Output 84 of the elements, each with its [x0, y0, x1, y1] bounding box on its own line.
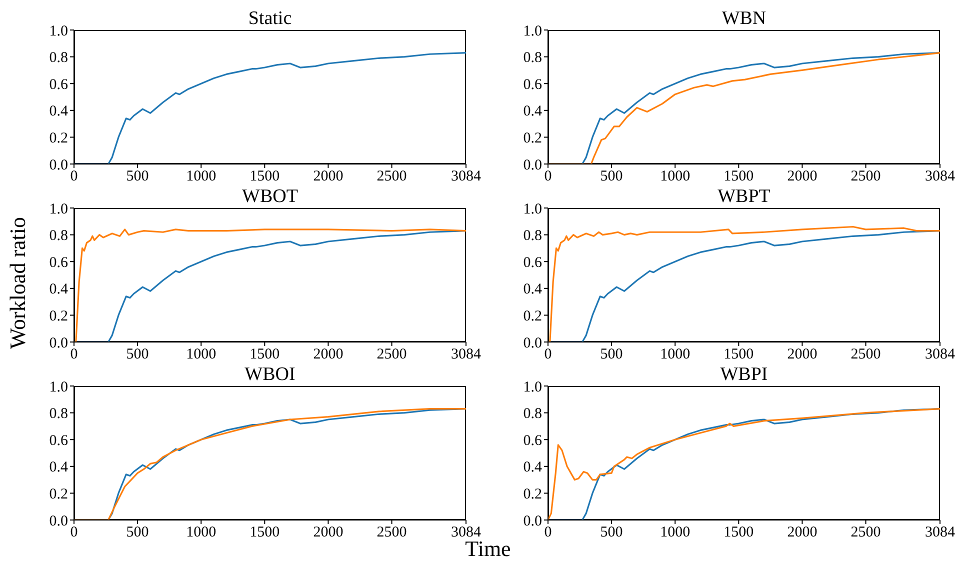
x-tick-label: 2500	[850, 346, 881, 363]
x-tick-label: 2000	[787, 346, 818, 363]
x-tick-label: 2500	[376, 346, 407, 363]
x-tick-label: 1500	[724, 524, 754, 541]
x-tick-label: 3084	[925, 524, 956, 541]
y-tick-label: 1.0	[523, 379, 542, 396]
x-tick-label: 3084	[451, 168, 482, 185]
y-tick-label: 0.0	[523, 335, 542, 352]
y-tick-label: 0.2	[49, 486, 68, 503]
x-tick-label: 3084	[925, 346, 956, 363]
x-tick-label: 3084	[925, 168, 956, 185]
x-tick-label: 2000	[313, 524, 344, 541]
chart-title: WBOI	[244, 364, 296, 386]
y-tick-label: 0.8	[523, 406, 542, 422]
y-tick-label: 0.4	[523, 460, 542, 476]
y-tick-label: 0.2	[523, 130, 542, 147]
x-tick-label: 2500	[376, 168, 407, 185]
y-tick-label: 0.8	[523, 228, 542, 244]
y-tick-label: 0.4	[49, 282, 68, 298]
x-tick-label: 2500	[850, 168, 881, 185]
x-tick-label: 2500	[850, 524, 881, 541]
x-tick-label: 500	[600, 346, 623, 363]
y-tick-label: 1.0	[49, 23, 68, 40]
x-tick-label: 1500	[250, 346, 280, 363]
x-tick-label: 0	[544, 524, 552, 541]
y-tick-label: 0.0	[49, 335, 68, 352]
x-tick-label: 0	[544, 346, 552, 363]
y-tick-label: 0.4	[49, 460, 68, 476]
y-tick-label: 0.0	[49, 157, 68, 174]
y-tick-label: 0.6	[49, 432, 68, 449]
x-tick-label: 2500	[376, 524, 407, 541]
y-tick-label: 0.2	[49, 308, 68, 325]
x-tick-label: 500	[600, 168, 623, 185]
x-tick-label: 1500	[250, 168, 280, 185]
x-tick-label: 0	[70, 346, 78, 363]
x-tick-label: 500	[126, 524, 149, 541]
chart-title: WBPT	[716, 186, 772, 208]
y-tick-label: 0.4	[523, 282, 542, 298]
y-tick-label: 0.6	[49, 76, 68, 93]
x-tick-label: 1000	[660, 524, 690, 541]
y-tick-label: 0.8	[49, 406, 68, 422]
x-tick-label: 2000	[787, 524, 818, 541]
y-tick-label: 0.8	[49, 228, 68, 244]
y-axis-title: Workload ratio	[5, 216, 31, 352]
chart-title: Static	[247, 8, 293, 30]
x-tick-label: 0	[70, 524, 78, 541]
chart-title: WBPI	[719, 364, 769, 386]
x-tick-label: 500	[600, 524, 623, 541]
y-tick-label: 0.8	[523, 50, 542, 66]
x-tick-label: 1500	[724, 346, 754, 363]
y-tick-label: 0.6	[523, 254, 542, 271]
x-tick-label: 2000	[313, 168, 344, 185]
y-tick-label: 1.0	[523, 201, 542, 218]
x-tick-label: 2000	[787, 168, 818, 185]
x-tick-label: 1500	[724, 168, 754, 185]
x-tick-label: 1000	[186, 346, 216, 363]
x-tick-label: 1000	[660, 168, 690, 185]
y-tick-label: 0.8	[49, 50, 68, 66]
y-tick-label: 0.6	[49, 254, 68, 271]
x-tick-label: 1000	[186, 524, 216, 541]
y-tick-label: 0.2	[523, 308, 542, 325]
x-tick-label: 1000	[660, 346, 690, 363]
x-tick-label: 0	[70, 168, 78, 185]
y-tick-label: 1.0	[49, 379, 68, 396]
y-tick-label: 0.0	[523, 513, 542, 530]
y-tick-label: 0.2	[523, 486, 542, 503]
y-tick-label: 0.0	[49, 513, 68, 530]
chart-title: WBN	[720, 8, 768, 30]
y-tick-label: 0.6	[523, 76, 542, 93]
y-tick-label: 1.0	[523, 23, 542, 40]
x-tick-label: 1500	[250, 524, 280, 541]
x-tick-label: 1000	[186, 168, 216, 185]
y-tick-label: 0.4	[49, 104, 68, 120]
x-tick-label: 2000	[313, 346, 344, 363]
y-tick-label: 1.0	[49, 201, 68, 218]
y-tick-label: 0.4	[523, 104, 542, 120]
x-tick-label: 500	[126, 346, 149, 363]
x-tick-label: 500	[126, 168, 149, 185]
y-tick-label: 0.2	[49, 130, 68, 147]
y-tick-label: 0.6	[523, 432, 542, 449]
x-tick-label: 3084	[451, 346, 482, 363]
chart-title: WBOT	[241, 186, 299, 208]
y-tick-label: 0.0	[523, 157, 542, 174]
x-tick-label: 0	[544, 168, 552, 185]
